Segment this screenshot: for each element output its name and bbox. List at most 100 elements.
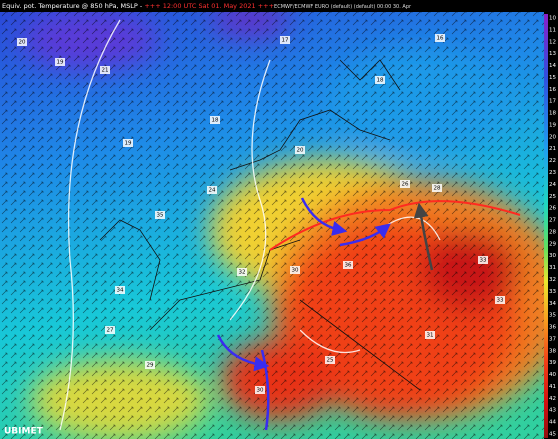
label-box xyxy=(343,261,353,269)
label-box xyxy=(295,146,305,154)
legend-label: 44 xyxy=(549,420,556,426)
isoline-label: 18 xyxy=(375,76,385,84)
label-text: 30 xyxy=(257,388,264,394)
isoline-label: 31 xyxy=(425,331,435,339)
legend-label: 26 xyxy=(549,206,556,212)
label-text: 33 xyxy=(497,298,504,304)
isoline-label: 33 xyxy=(495,296,505,304)
legend-label: 42 xyxy=(549,396,556,402)
legend-label: 41 xyxy=(549,384,556,390)
label-text: 20 xyxy=(297,148,304,154)
legend-label: 35 xyxy=(549,313,556,319)
legend-label: 18 xyxy=(549,111,556,117)
isoline-label: 27 xyxy=(105,326,115,334)
legend-label: 32 xyxy=(549,277,556,283)
legend-label: 23 xyxy=(549,170,556,176)
label-text: 35 xyxy=(157,213,164,219)
label-text: 19 xyxy=(125,141,132,147)
label-text: 30 xyxy=(292,268,299,274)
label-text: 26 xyxy=(402,182,409,188)
label-text: 31 xyxy=(427,333,434,339)
isoline-label: 30 xyxy=(290,266,300,274)
isoline-label: 36 xyxy=(343,261,353,269)
legend-label: 29 xyxy=(549,241,556,247)
label-box xyxy=(400,180,410,188)
isoline-label: 20 xyxy=(295,146,305,154)
isoline-label: 19 xyxy=(123,139,133,147)
legend-label: 30 xyxy=(549,253,556,259)
legend-label: 16 xyxy=(549,87,556,93)
isoline-label: 20 xyxy=(17,38,27,46)
isoline-label: 25 xyxy=(325,356,335,364)
label-text: 29 xyxy=(147,363,154,369)
legend-label: 40 xyxy=(549,372,556,378)
label-text: 24 xyxy=(209,188,216,194)
label-box xyxy=(210,116,220,124)
label-box xyxy=(155,211,165,219)
legend-label: 27 xyxy=(549,218,556,224)
label-box xyxy=(375,76,385,84)
isoline-label: 32 xyxy=(237,268,247,276)
label-text: 34 xyxy=(117,288,124,294)
legend-label: 24 xyxy=(549,182,556,188)
legend-label: 37 xyxy=(549,336,556,342)
label-box xyxy=(255,386,265,394)
label-text: 25 xyxy=(327,358,334,364)
legend-label: 33 xyxy=(549,289,556,295)
label-box xyxy=(115,286,125,294)
legend-label: 45 xyxy=(549,432,556,438)
legend-label: 25 xyxy=(549,194,556,200)
label-box xyxy=(290,266,300,274)
legend-label: 38 xyxy=(549,348,556,354)
isoline-label: 16 xyxy=(435,34,445,42)
legend-label: 12 xyxy=(549,39,556,45)
label-text: 32 xyxy=(239,270,246,276)
logo: UBIMET xyxy=(4,427,44,437)
legend-label: 19 xyxy=(549,122,556,128)
label-text: 17 xyxy=(282,38,289,44)
header-bar xyxy=(0,0,558,12)
label-box xyxy=(207,186,217,194)
legend-label: 34 xyxy=(549,301,556,307)
label-text: 18 xyxy=(377,78,384,84)
label-text: 27 xyxy=(107,328,114,334)
label-box xyxy=(17,38,27,46)
label-box xyxy=(280,36,290,44)
isoline-label: 30 xyxy=(255,386,265,394)
label-text: 18 xyxy=(212,118,219,124)
legend-label: 31 xyxy=(549,265,556,271)
label-box xyxy=(123,139,133,147)
label-box xyxy=(55,58,65,66)
legend-label: 14 xyxy=(549,63,556,69)
label-text: 20 xyxy=(19,40,26,46)
legend-label: 11 xyxy=(549,27,556,33)
color-scale xyxy=(544,14,548,438)
title: Equiv. pot. Temperature @ 850 hPa, MSLP … xyxy=(2,2,144,10)
isoline-label: 24 xyxy=(207,186,217,194)
legend-label: 17 xyxy=(549,99,556,105)
label-box xyxy=(425,331,435,339)
isoline-labels: 20 21 19 18 17 16 18 19 20 24 26 28 30 33 32 36 35 34 31 29… xyxy=(17,34,505,394)
isoline-label: 21 xyxy=(100,66,110,74)
isoline-label: 17 xyxy=(280,36,290,44)
label-text: 28 xyxy=(434,186,441,192)
label-box xyxy=(478,256,488,264)
label-text: 36 xyxy=(345,263,352,269)
label-box xyxy=(325,356,335,364)
isoline-label: 29 xyxy=(145,361,155,369)
legend: 10 11 12 13 14 15 16 17 18 19 20 21 22 23 24 25 26 27 28 29… xyxy=(549,16,556,438)
label-text: 33 xyxy=(480,258,487,264)
run-time: +++ 12:00 UTC Sat 01. May 2021 +++ xyxy=(144,2,274,10)
label-text: 16 xyxy=(437,36,444,42)
legend-label: 43 xyxy=(549,408,556,414)
label-box xyxy=(105,326,115,334)
isoline-label: 18 xyxy=(210,116,220,124)
label-text: 21 xyxy=(102,68,109,74)
label-box xyxy=(145,361,155,369)
label-box xyxy=(100,66,110,74)
legend-label: 15 xyxy=(549,75,556,81)
isoline-label: 26 xyxy=(400,180,410,188)
isoline-label: 34 xyxy=(115,286,125,294)
